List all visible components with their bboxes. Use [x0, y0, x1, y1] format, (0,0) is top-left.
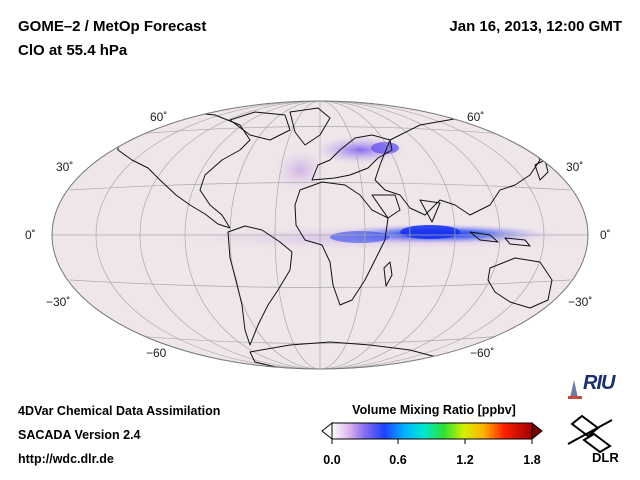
- lat-label-right-m30: −30˚: [568, 295, 592, 309]
- colorbar-left-arrow: [321, 421, 333, 441]
- page-title: GOME–2 / MetOp Forecast: [18, 18, 207, 35]
- riu-logo-mark: [568, 380, 582, 399]
- lat-label-right-60: 60˚: [467, 110, 484, 124]
- lat-label-right-m60: −60˚: [470, 346, 494, 360]
- lat-label-right-30: 30˚: [566, 160, 583, 174]
- species-label: ClO at 55.4 hPa: [18, 42, 128, 59]
- dlr-logo: DLR: [592, 450, 619, 465]
- riu-logo: RIU: [583, 372, 615, 394]
- lat-label-left-60: 60˚: [150, 110, 167, 124]
- lat-label-right-0: 0˚: [600, 228, 611, 242]
- lat-label-left-m60: −60: [146, 346, 167, 360]
- footer-line-1: 4DVar Chemical Data Assimilation: [18, 404, 221, 418]
- dlr-logo-mark: [567, 414, 613, 454]
- colorbar-ramp: [331, 422, 533, 440]
- lat-label-left-0: 0˚: [25, 228, 36, 242]
- footer-line-2: SACADA Version 2.4: [18, 428, 141, 442]
- colorbar-tick-3: 1.8: [523, 453, 541, 467]
- tropical-band-west: [330, 231, 390, 243]
- colorbar-title: Volume Mixing Ratio [ppbv]: [352, 403, 516, 417]
- forecast-date: Jan 16, 2013, 12:00 GMT: [449, 18, 622, 35]
- colorbar-tick-1: 0.6: [389, 453, 407, 467]
- colorbar-tick-2: 1.2: [456, 453, 474, 467]
- north-patch-core: [371, 142, 399, 154]
- graticule: [52, 101, 588, 369]
- footer-url: http://wdc.dlr.de: [18, 452, 114, 466]
- colorbar: [321, 421, 543, 444]
- lat-label-left-m30: −30˚: [46, 295, 70, 309]
- coastlines: [117, 107, 553, 369]
- map-border: [51, 100, 589, 370]
- atlantic-patch: [270, 145, 330, 195]
- colorbar-right-arrow: [531, 421, 543, 441]
- tropical-band-core: [400, 225, 460, 239]
- colorbar-tick-0: 0.0: [323, 453, 341, 467]
- lat-label-left-30: 30˚: [56, 160, 73, 174]
